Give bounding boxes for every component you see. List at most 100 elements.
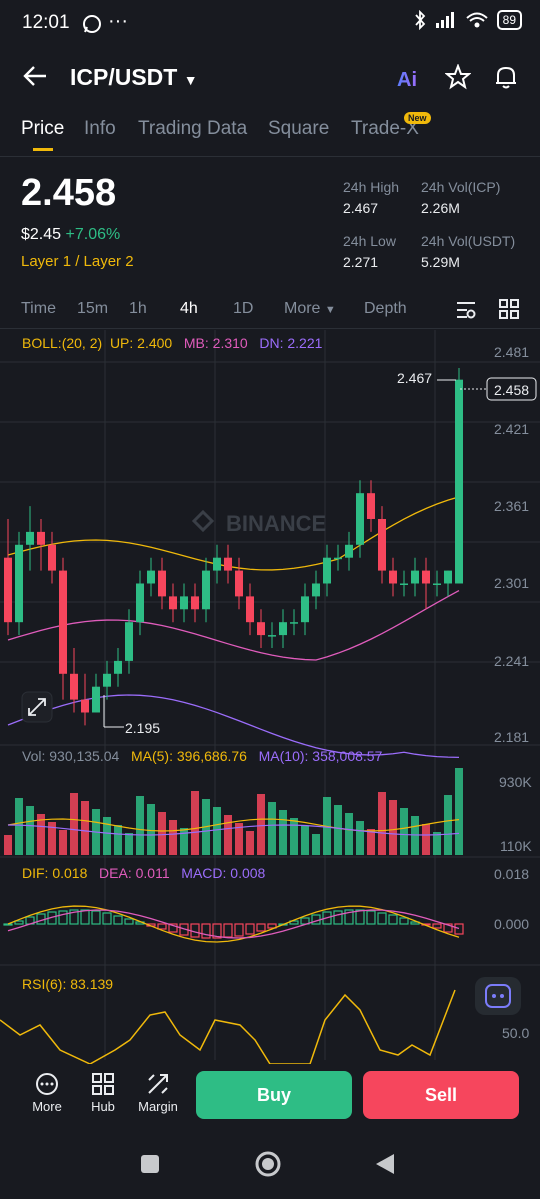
macd-bar — [212, 923, 222, 939]
macd-bar — [245, 923, 255, 935]
candle-body — [224, 557, 232, 571]
star-icon[interactable] — [445, 64, 471, 90]
candle-body — [455, 379, 463, 584]
volume-bar — [48, 822, 56, 855]
pair-selector[interactable]: ICP/USDT ▼ — [70, 64, 198, 91]
interval-more-label: More — [284, 300, 321, 317]
tab-square[interactable]: Square — [268, 118, 330, 139]
boll-up: UP: 2.400 — [109, 335, 173, 351]
macd-bar — [124, 918, 134, 925]
vol-usdt-value: 5.29M — [421, 254, 460, 270]
candlestick-chart[interactable]: BINANCE 2.481 2.421 2.361 2.301 2.241 2.… — [0, 330, 540, 1064]
back-icon[interactable] — [374, 1152, 396, 1176]
bluetooth-icon — [414, 10, 425, 30]
price-tick: 2.241 — [494, 653, 529, 669]
caret-down-icon: ▼ — [183, 72, 198, 88]
interval-depth[interactable]: Depth — [364, 300, 407, 317]
tab-info[interactable]: Info — [84, 118, 116, 139]
volume-bar — [400, 808, 408, 855]
macd-axis-top: 0.018 — [494, 866, 529, 882]
macd-bar — [168, 923, 178, 933]
expand-icon[interactable] — [21, 691, 53, 723]
macd-bar — [388, 914, 398, 925]
price-tick: 2.361 — [494, 498, 529, 514]
ai-assistant-icon[interactable]: Ai — [396, 66, 424, 90]
volume-bar — [37, 814, 45, 855]
svg-text:Ai: Ai — [397, 69, 417, 90]
vol-usdt-label: 24h Vol(USDT) — [421, 233, 516, 249]
macd-bar — [366, 910, 376, 925]
boll-params: BOLL:(20, 2) — [22, 335, 103, 351]
system-nav-bar — [0, 1130, 540, 1199]
candle-body — [367, 493, 375, 519]
hub-label: Hub — [91, 1099, 115, 1114]
macd-bar — [14, 920, 24, 925]
candle-body — [136, 583, 144, 623]
ma5-value: MA(5): 396,686.76 — [130, 748, 247, 764]
candle-body — [422, 570, 430, 584]
interval-1h[interactable]: 1h — [129, 300, 147, 317]
more-button[interactable]: More — [22, 1072, 72, 1114]
back-arrow-icon[interactable] — [22, 64, 48, 88]
macd-bar — [234, 923, 244, 937]
volume-legend: Vol: 930,135.04 MA(5): 396,686.76 MA(10)… — [22, 748, 382, 764]
volume-bar — [59, 830, 67, 855]
rsi-line — [0, 989, 456, 1064]
volume-bar — [147, 804, 155, 855]
candle-body — [213, 557, 221, 571]
home-icon[interactable] — [254, 1150, 282, 1178]
macd-bar — [322, 911, 332, 925]
caret-down-icon: ▼ — [324, 304, 336, 316]
interval-1d[interactable]: 1D — [233, 300, 254, 317]
last-price-tag: 2.458 — [494, 382, 529, 398]
status-time: 12:01 — [22, 12, 70, 33]
ma5-line — [7, 818, 460, 832]
volume-bar — [444, 795, 452, 855]
candle-body — [433, 583, 441, 585]
buy-button[interactable]: Buy — [196, 1071, 352, 1119]
macd-bar — [3, 923, 13, 926]
interval-4h[interactable]: 4h — [180, 300, 198, 317]
boll-legend: BOLL:(20, 2) UP: 2.400 MB: 2.310 DN: 2.2… — [22, 335, 322, 351]
volume-bar — [125, 833, 133, 855]
category-tags[interactable]: Layer 1 / Layer 2 — [21, 253, 134, 270]
bell-icon[interactable] — [493, 64, 519, 90]
candle-body — [400, 583, 408, 585]
battery-indicator: 89 — [496, 10, 522, 30]
signal-icon — [435, 12, 454, 28]
volume-bar — [345, 813, 353, 855]
tab-trade-x[interactable]: Trade-X — [351, 118, 419, 139]
price-change: +7.06% — [65, 226, 121, 243]
price-tick: 2.481 — [494, 344, 529, 360]
grid-layout-icon[interactable] — [499, 299, 519, 319]
volume-bar — [103, 817, 111, 855]
volume-bar — [169, 820, 177, 855]
ma10-value: MA(10): 358,008.57 — [258, 748, 383, 764]
volume-axis-bottom: 110K — [500, 838, 532, 854]
grid-lines — [0, 330, 540, 1060]
candle-body — [48, 544, 56, 571]
volume-bar — [279, 810, 287, 855]
high-marker: 2.467 — [397, 370, 432, 386]
volume-bar — [422, 824, 430, 855]
candle-body — [37, 531, 45, 545]
hub-button[interactable]: Hub — [78, 1072, 128, 1114]
interval-15m[interactable]: 15m — [77, 300, 109, 317]
dea-value: DEA: 0.011 — [99, 865, 170, 881]
ai-helper-icon[interactable] — [475, 977, 521, 1015]
sell-button[interactable]: Sell — [363, 1071, 519, 1119]
macd-bar — [190, 923, 200, 938]
interval-bar: Time 15m 1h 4h 1D More ▼ Depth — [0, 292, 540, 329]
tab-price[interactable]: Price — [21, 118, 65, 139]
ma10-line — [7, 824, 460, 836]
usd-price-row: $2.45 +7.06% — [21, 226, 120, 244]
tab-trading-data[interactable]: Trading Data — [138, 118, 248, 139]
volume-bar — [136, 796, 144, 855]
more-notifications-icon: ··· — [108, 10, 128, 32]
margin-button[interactable]: Margin — [133, 1072, 183, 1114]
recent-apps-icon[interactable] — [140, 1154, 160, 1174]
interval-more[interactable]: More ▼ — [284, 300, 336, 318]
app-header: Ai — [0, 50, 540, 106]
interval-time[interactable]: Time — [21, 300, 56, 317]
chart-settings-icon[interactable] — [455, 300, 477, 320]
